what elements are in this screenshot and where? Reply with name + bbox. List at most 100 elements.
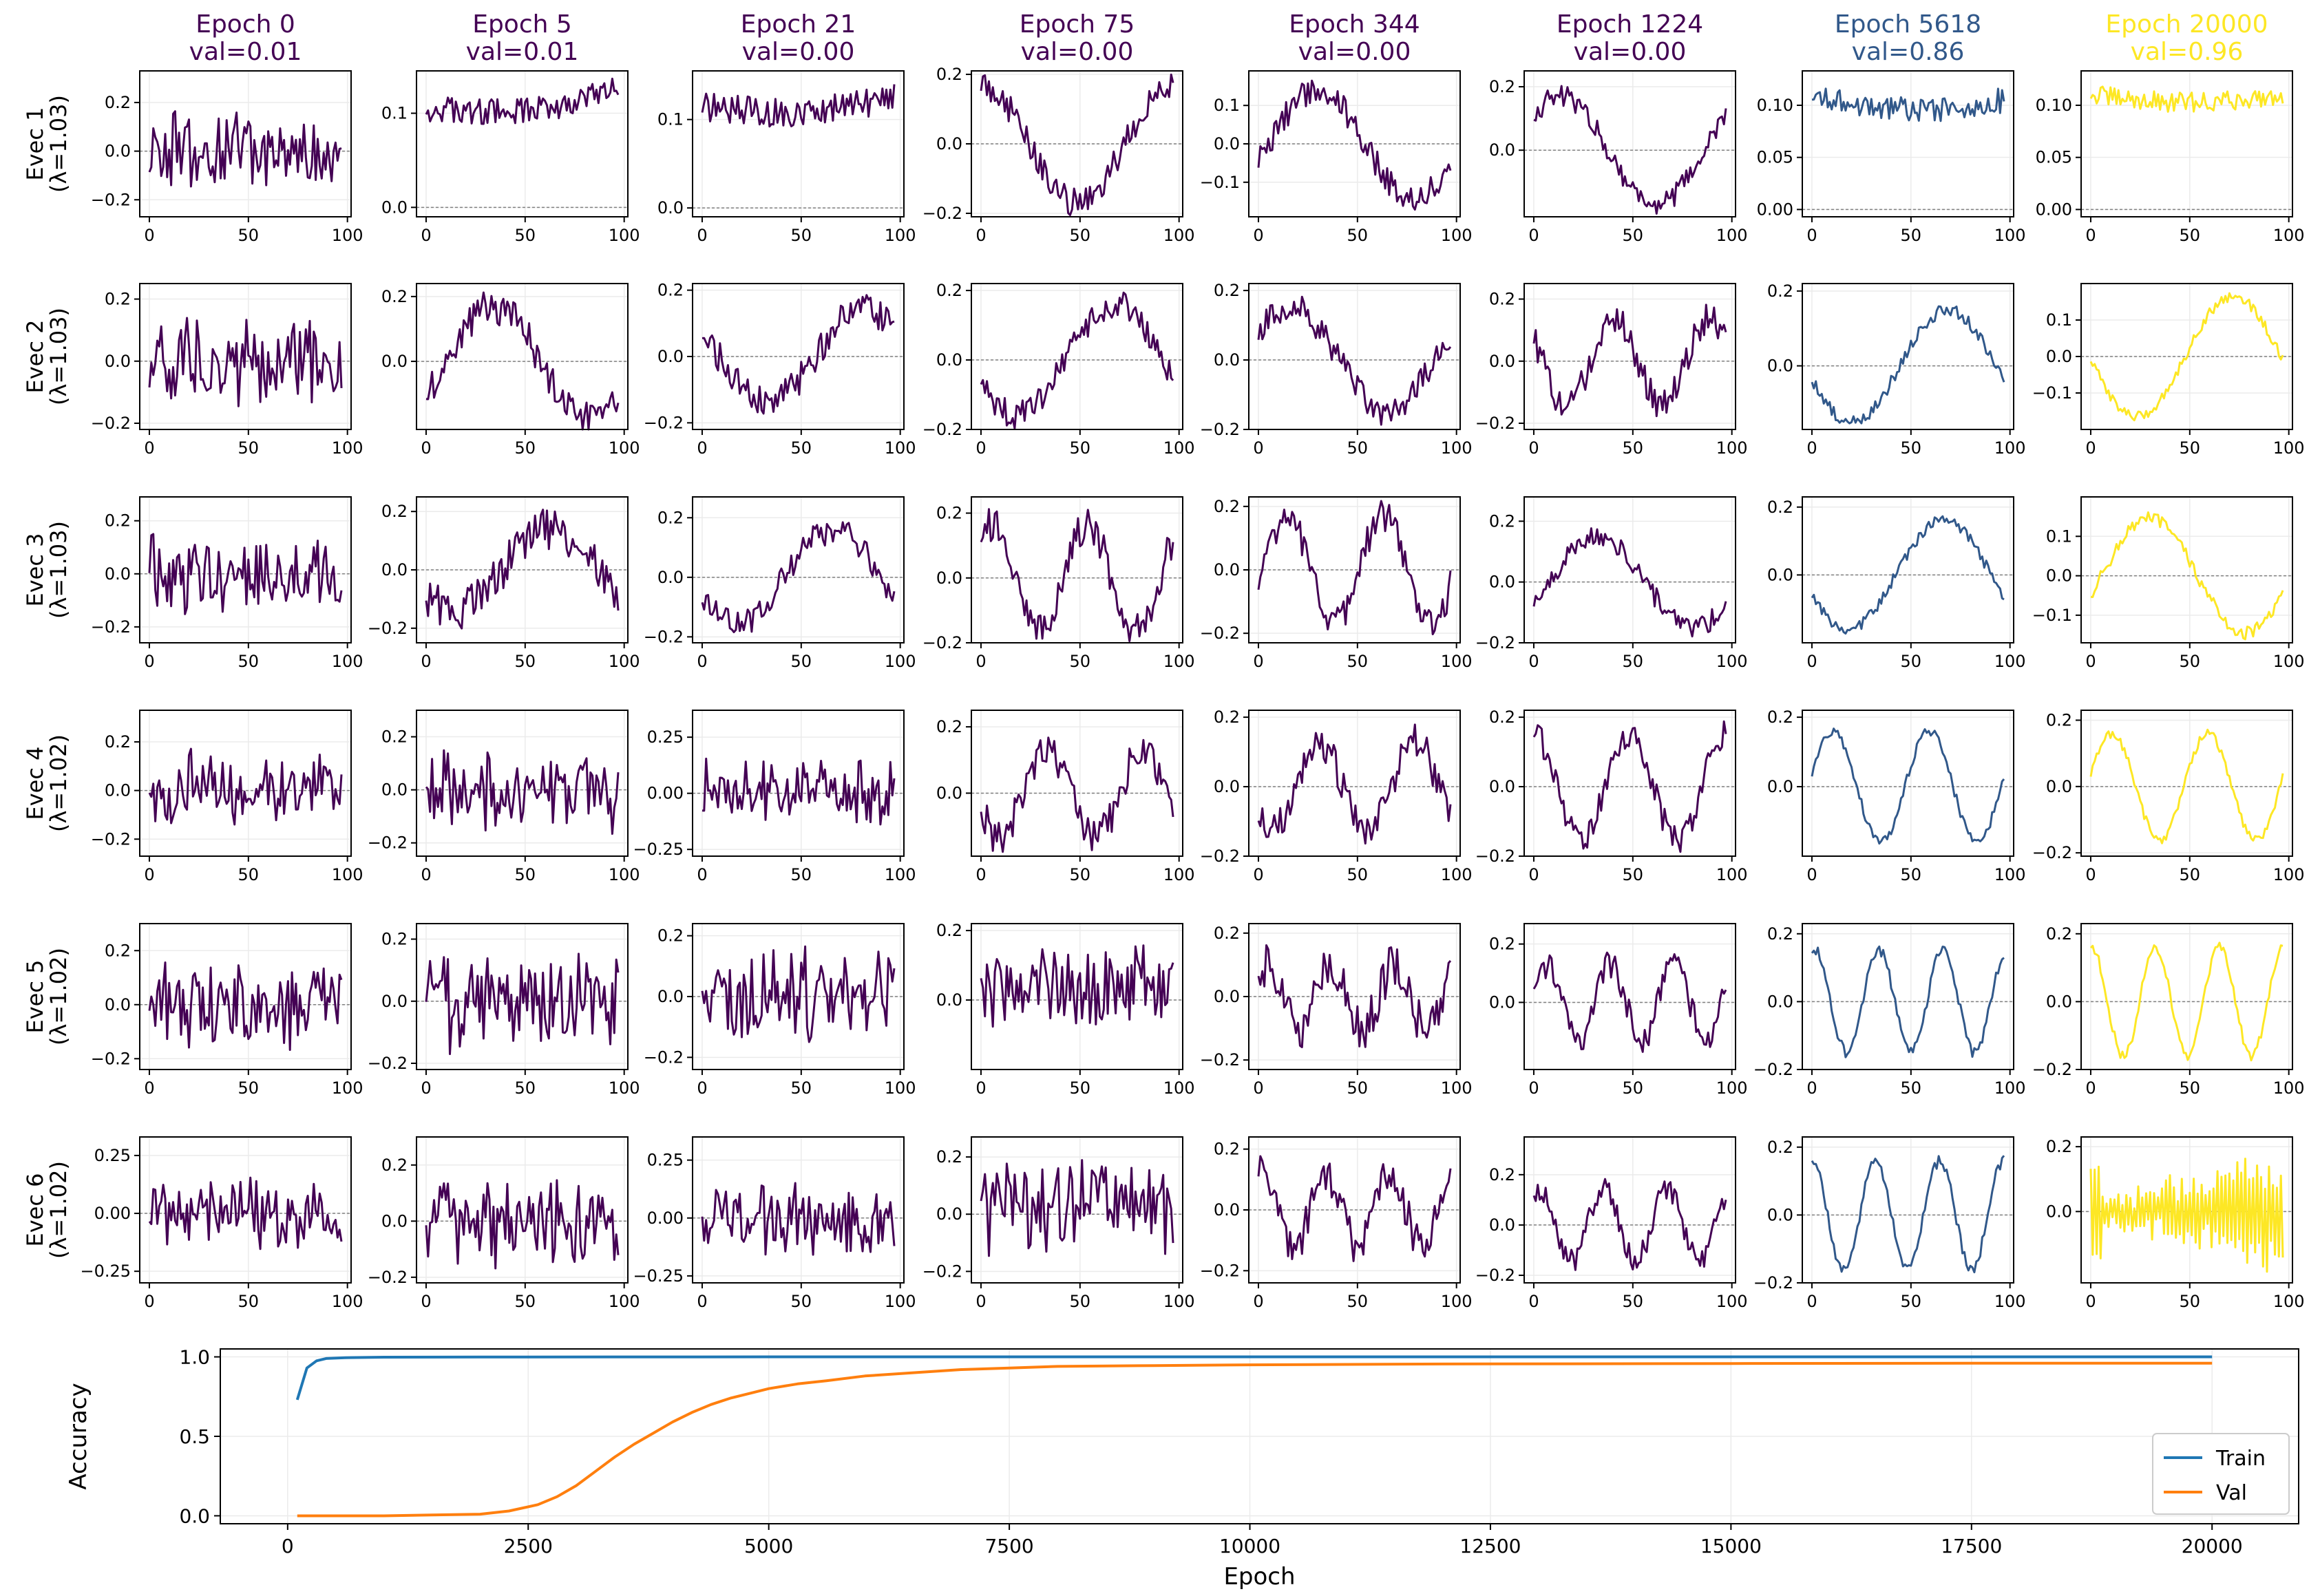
x-tick-label: 0 — [2085, 1078, 2096, 1098]
x-tick-label: 0 — [976, 1078, 986, 1098]
x-tick-label: 100 — [2273, 226, 2305, 245]
panel-frame — [1523, 496, 1736, 643]
y-tick-label: 0.0 — [657, 347, 684, 366]
y-tick-label: −0.2 — [922, 633, 962, 652]
y-tick-label: 0.2 — [657, 508, 684, 527]
x-tick-label: 100 — [1441, 226, 1473, 245]
x-tick-label: 0 — [1528, 226, 1539, 245]
y-tick-label: 0.2 — [1767, 281, 1793, 301]
y-axis-label: Accuracy — [65, 1383, 92, 1489]
x-tick-label: 7500 — [984, 1535, 1033, 1557]
series-line — [980, 291, 1174, 429]
y-tick-label: 0.2 — [105, 511, 131, 531]
y-tick-label: 0.0 — [381, 780, 408, 800]
panel-r4-c4: 0 50 100 0.0 0.2 — [936, 710, 1195, 884]
x-tick-label: 50 — [515, 1078, 536, 1098]
x-tick-label: 100 — [1441, 865, 1473, 884]
x-tick-label: 100 — [1163, 652, 1195, 671]
x-tick-label: 100 — [885, 652, 916, 671]
panel-r3-c7: 0 50 100 0.0 0.2 — [1767, 496, 2026, 671]
row-label: Evec 5(λ=1.02) — [22, 948, 72, 1045]
y-tick-label: 0.0 — [1214, 777, 1240, 796]
x-tick-label: 50 — [1623, 865, 1644, 884]
panel-r2-c8: 0 50 100 −0.1 0.0 0.1 — [2032, 283, 2305, 458]
x-tick-label: 50 — [238, 1292, 260, 1311]
row-label-name: Evec 5 — [22, 960, 48, 1034]
series-line — [1257, 723, 1452, 845]
x-tick-label: 50 — [1347, 438, 1369, 458]
panel-frame — [971, 923, 1183, 1070]
x-tick-label: 0 — [144, 865, 154, 884]
panel-frame — [2080, 70, 2293, 217]
y-tick-label: −0.2 — [368, 1268, 408, 1287]
y-tick-label: 0.0 — [657, 987, 684, 1006]
y-tick-label: 0.2 — [2046, 710, 2072, 730]
x-tick-label: 50 — [2180, 652, 2201, 671]
series-line — [980, 736, 1174, 853]
y-tick-label: 0.0 — [2046, 1202, 2072, 1221]
x-tick-label: 0 — [1253, 226, 1263, 245]
series-line — [701, 945, 896, 1043]
panel-r2-c3: 0 50 100 −0.2 0.0 0.2 — [644, 281, 916, 458]
x-tick-label: 50 — [1070, 865, 1091, 884]
x-tick-label: 0 — [976, 1292, 986, 1311]
x-axis-label: Epoch — [1223, 1563, 1295, 1590]
y-tick-label: 0.2 — [2046, 1137, 2072, 1156]
x-tick-label: 100 — [1441, 1078, 1473, 1098]
x-tick-label: 0 — [1253, 1078, 1263, 1098]
series-line — [980, 944, 1174, 1028]
row-label: Evec 6(λ=1.02) — [22, 1161, 72, 1259]
y-tick-label: 0.0 — [1214, 560, 1240, 579]
y-tick-label: 0.0 — [381, 992, 408, 1011]
x-tick-label: 0 — [421, 1292, 431, 1311]
y-tick-label: 0.00 — [94, 1204, 131, 1223]
x-tick-label: 100 — [1163, 1078, 1195, 1098]
y-tick-label: 0.2 — [1767, 1138, 1793, 1157]
y-tick-label: 0.2 — [1489, 1165, 1515, 1184]
x-tick-label: 100 — [1994, 652, 2026, 671]
panel-frame — [1248, 710, 1461, 857]
x-tick-label: 0 — [144, 438, 154, 458]
x-tick-label: 100 — [2273, 438, 2305, 458]
y-tick-label: 0.25 — [94, 1146, 131, 1165]
legend-label: Train — [2215, 1447, 2266, 1471]
y-tick-label: −0.2 — [91, 190, 131, 209]
row-label: Evec 2(λ=1.03) — [22, 308, 72, 405]
y-tick-label: 0.0 — [936, 1204, 962, 1224]
x-tick-label: 0 — [144, 226, 154, 245]
x-tick-label: 0 — [697, 652, 707, 671]
x-tick-label: 15000 — [1700, 1535, 1762, 1557]
x-tick-label: 100 — [2273, 1292, 2305, 1311]
panel-frame — [692, 70, 905, 217]
y-tick-label: 0.0 — [1767, 565, 1793, 584]
series-line — [701, 1182, 896, 1256]
y-tick-label: 0.0 — [1767, 1205, 1793, 1224]
y-tick-label: 1.0 — [179, 1346, 210, 1369]
x-tick-label: 50 — [1623, 1078, 1644, 1098]
x-tick-label: 0 — [976, 438, 986, 458]
y-tick-label: 0.0 — [381, 352, 408, 371]
panel-r5-c2: 0 50 100 −0.2 0.0 0.2 — [368, 923, 640, 1098]
y-tick-label: −0.2 — [1200, 420, 1240, 439]
y-tick-label: 0.0 — [179, 1504, 210, 1527]
x-tick-label: 0 — [697, 226, 707, 245]
x-tick-label: 50 — [1070, 1078, 1091, 1098]
series-line — [425, 509, 620, 630]
y-tick-label: −0.1 — [2032, 383, 2072, 403]
panel-r1-c1: 0 50 100 −0.2 0.0 0.2 — [91, 70, 363, 245]
y-tick-label: 0.0 — [1489, 777, 1515, 796]
column-title: Epoch 21 — [741, 10, 856, 39]
y-tick-label: −0.2 — [2032, 1060, 2072, 1079]
y-tick-label: −0.2 — [368, 1054, 408, 1073]
x-tick-label: 0 — [2085, 226, 2096, 245]
x-tick-label: 0 — [697, 865, 707, 884]
x-tick-label: 100 — [1716, 226, 1748, 245]
x-tick-label: 50 — [1623, 1292, 1644, 1311]
series-line — [1532, 304, 1727, 418]
y-tick-label: 0.0 — [1214, 134, 1240, 153]
y-tick-label: 0.2 — [936, 65, 962, 84]
column-title: Epoch 5618 — [1835, 10, 1981, 39]
series-line — [1257, 295, 1452, 426]
x-tick-label: 2500 — [504, 1535, 553, 1557]
x-tick-label: 50 — [515, 226, 536, 245]
